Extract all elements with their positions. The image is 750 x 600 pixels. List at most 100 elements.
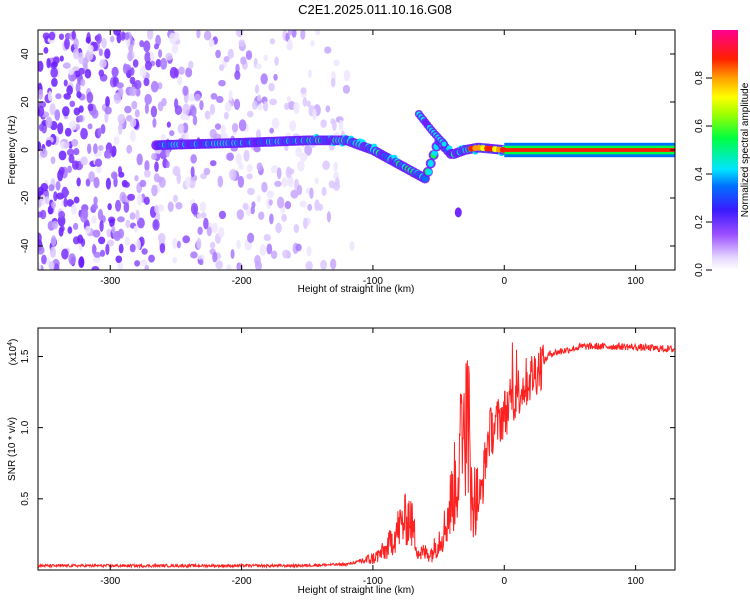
spectrogram-cell xyxy=(91,108,99,119)
spectrogram-cell xyxy=(124,32,130,41)
spectrogram-cell xyxy=(257,103,263,111)
spectrogram-cell xyxy=(300,87,307,94)
spectrogram-cell xyxy=(50,235,57,247)
spectrogram-cell xyxy=(78,114,83,123)
spectrogram-cell xyxy=(110,171,118,180)
spectrogram-cell xyxy=(77,234,84,244)
spectrogram-cell xyxy=(210,92,218,100)
spectrogram-cell xyxy=(190,166,195,178)
spectrogram-cell xyxy=(158,49,163,58)
spectrogram-cell xyxy=(165,160,170,168)
spectrogram-cell xyxy=(63,197,68,208)
spectrogram-cell xyxy=(129,243,136,253)
spectrogram-cell xyxy=(132,59,139,68)
spectrogram-cell xyxy=(93,143,98,155)
spectrogram-cell xyxy=(236,239,241,250)
spectrogram-cell xyxy=(76,91,82,99)
spectrogram-cell xyxy=(266,190,275,199)
colorbar-ticks: 0.0 0.2 0.4 0.6 0.8 xyxy=(694,71,712,277)
spectrogram-cell xyxy=(72,160,79,170)
spectrogram-cell xyxy=(38,105,45,117)
spectrogram-cell xyxy=(269,127,274,134)
spectrogram-cell xyxy=(203,167,211,176)
spectrogram-cell xyxy=(105,177,112,190)
spectrogram-cell xyxy=(324,46,332,54)
spectrogram-cell xyxy=(231,122,239,133)
snr-x-tick-label: -300 xyxy=(100,576,120,587)
spectrogram-cell xyxy=(215,260,223,270)
spectrogram-cell xyxy=(68,154,75,164)
spectrogram-cell xyxy=(55,93,62,100)
spectrogram-cell xyxy=(199,201,207,213)
spectrogram-cell xyxy=(111,66,119,78)
spectrogram-cell xyxy=(80,127,86,140)
spectrogram-cell xyxy=(72,222,79,231)
spectrogram-y-axis: -40 -20 0 20 40 xyxy=(20,48,675,253)
spectrogram-cell xyxy=(212,251,218,263)
spectrogram-cell xyxy=(150,105,158,118)
spectrogram-cell xyxy=(172,194,178,203)
spectrogram-cell xyxy=(137,217,145,229)
spectrogram-cell xyxy=(40,183,49,192)
spectrogram-y-tick-label: -40 xyxy=(20,238,31,253)
spectrogram-cell xyxy=(256,94,262,102)
spectrogram-cell xyxy=(144,51,151,64)
spectrogram-cell xyxy=(182,103,190,116)
spectrogram-cell xyxy=(105,243,110,256)
spectrogram-cell xyxy=(165,52,173,61)
spectrogram-cell xyxy=(243,149,250,162)
spectrogram-cell xyxy=(285,166,292,179)
spectrogram-cell xyxy=(134,109,140,118)
spectrogram-cell xyxy=(50,201,56,209)
spectrogram-cell xyxy=(238,162,244,170)
spectrogram-cell xyxy=(261,181,268,193)
spectrogram-cell xyxy=(235,30,244,38)
spectrogram-cell xyxy=(268,199,273,206)
spectrogram-cell xyxy=(73,37,79,50)
spectrogram-cell xyxy=(136,193,143,206)
spectrogram-cell xyxy=(38,60,44,72)
spectrogram-cell xyxy=(68,68,74,76)
spectrogram-cell xyxy=(38,123,44,132)
spectrogram-cell xyxy=(228,89,233,102)
spectrogram-cell xyxy=(209,160,217,167)
spectrogram-cell xyxy=(71,138,79,147)
spectrogram-cell xyxy=(129,212,136,220)
spectrogram-cell xyxy=(131,100,138,110)
spectrogram-cell xyxy=(224,102,232,112)
spectrogram-cell xyxy=(76,177,81,187)
spectrogram-cell xyxy=(93,176,100,189)
spectrogram-cell xyxy=(226,264,232,270)
spectrogram-cell xyxy=(226,152,235,161)
colorbar-gradient xyxy=(712,30,738,270)
spectrogram-cell xyxy=(116,82,124,89)
spectrogram-cell xyxy=(91,243,97,256)
spectrogram-cell xyxy=(349,240,355,251)
spectrogram-cell xyxy=(212,222,218,234)
spectrogram-cell xyxy=(157,101,164,112)
spectrogram-cell xyxy=(42,32,51,40)
spectrogram-x-tick-label: -300 xyxy=(100,276,120,287)
spectrogram-cell xyxy=(55,180,61,191)
spectrogram-cell xyxy=(120,31,126,41)
spectrogram-cell xyxy=(183,93,189,104)
spectrogram-cell xyxy=(66,199,74,207)
spectrogram-cell xyxy=(97,209,104,221)
spectrogram-cell xyxy=(216,95,224,104)
colorbar-tick-label: 0.0 xyxy=(694,263,705,277)
spectrogram-cell xyxy=(134,175,139,182)
snr-frame xyxy=(37,327,676,571)
spectrogram-cell xyxy=(284,200,292,210)
spectrogram-cell xyxy=(101,37,107,49)
spectrogram-cell xyxy=(276,167,282,180)
spectrogram-cell xyxy=(247,232,255,244)
spectrogram-cell xyxy=(289,120,297,132)
spectrogram-cell xyxy=(293,101,300,114)
spectrogram-cell xyxy=(134,79,142,90)
spectrogram-cell xyxy=(73,147,80,156)
spectrogram-x-tick-label: -200 xyxy=(232,276,252,287)
spectrogram-cell xyxy=(54,109,61,121)
spectrogram-cell xyxy=(85,36,91,44)
spectrogram-y-tick-label: 40 xyxy=(20,48,31,60)
